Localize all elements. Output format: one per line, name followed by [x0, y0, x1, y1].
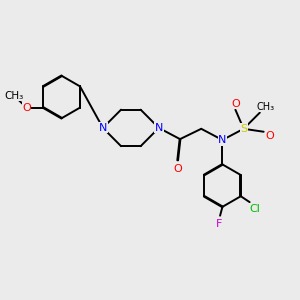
- Text: N: N: [154, 123, 163, 133]
- Text: O: O: [231, 99, 240, 109]
- Text: F: F: [216, 219, 223, 229]
- Text: CH₃: CH₃: [5, 91, 24, 101]
- Text: N: N: [99, 123, 107, 133]
- Text: O: O: [173, 164, 182, 173]
- Text: S: S: [240, 124, 247, 134]
- Text: N: N: [218, 135, 226, 145]
- Text: Cl: Cl: [249, 204, 260, 214]
- Text: CH₃: CH₃: [257, 102, 275, 112]
- Text: O: O: [22, 103, 31, 112]
- Text: O: O: [265, 131, 274, 141]
